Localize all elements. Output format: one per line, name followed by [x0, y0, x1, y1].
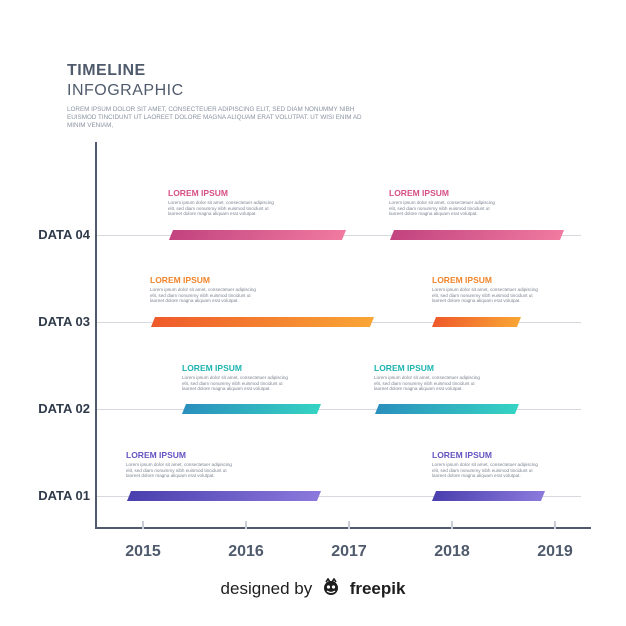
tick-2019: [554, 521, 556, 529]
freepik-logo-icon: [321, 577, 341, 601]
bar-data01-b: [431, 491, 546, 501]
bar-data02-b: [374, 404, 520, 414]
row-line-data02: [97, 409, 581, 410]
tick-2018: [451, 521, 453, 529]
card-text: Lorem ipsum dolor sit amet, consectetuer…: [168, 200, 274, 217]
card-text: Lorem ipsum dolor sit amet, consectetuer…: [389, 200, 495, 217]
bar-data02-a: [181, 404, 322, 414]
bar-data01-a: [126, 491, 322, 501]
card-text: Lorem ipsum dolor sit amet, consectetuer…: [126, 462, 232, 479]
credit-brand: freepik: [349, 578, 406, 598]
tick-2017: [348, 521, 350, 529]
card-title: LOREM IPSUM: [389, 188, 449, 198]
credit-prefix: designed by: [220, 578, 313, 598]
bar-data04-b: [389, 230, 565, 240]
x-axis: [95, 527, 591, 529]
year-2016: 2016: [228, 543, 264, 560]
card-title: LOREM IPSUM: [168, 188, 228, 198]
row-label-data03: DATA 03: [38, 314, 90, 329]
card-title: LOREM IPSUM: [150, 275, 210, 285]
bar-data03-b: [431, 317, 522, 327]
card-text: Lorem ipsum dolor sit amet, consectetuer…: [432, 462, 538, 479]
card-title: LOREM IPSUM: [432, 275, 492, 285]
row-label-data04: DATA 04: [38, 227, 90, 242]
credit: designed by freepik: [0, 577, 626, 601]
row-line-data01: [97, 496, 581, 497]
row-label-data02: DATA 02: [38, 401, 90, 416]
year-2015: 2015: [125, 543, 161, 560]
subtitle: INFOGRAPHIC: [67, 82, 184, 99]
year-2018: 2018: [434, 543, 470, 560]
card-text: Lorem ipsum dolor sit amet, consectetuer…: [150, 287, 256, 304]
card-text: Lorem ipsum dolor sit amet, consectetuer…: [432, 287, 538, 304]
card-text: Lorem ipsum dolor sit amet, consectetuer…: [182, 375, 288, 392]
card-text: Lorem ipsum dolor sit amet, consectetuer…: [374, 375, 480, 392]
intro-text: LOREM IPSUM DOLOR SIT AMET, CONSECTEUER …: [67, 106, 362, 129]
bar-data03-a: [150, 317, 375, 327]
row-label-data01: DATA 01: [38, 488, 90, 503]
y-axis: [95, 142, 97, 529]
year-2017: 2017: [331, 543, 367, 560]
card-title: LOREM IPSUM: [374, 363, 434, 373]
card-title: LOREM IPSUM: [126, 450, 186, 460]
card-title: LOREM IPSUM: [182, 363, 242, 373]
year-2019: 2019: [537, 543, 573, 560]
tick-2015: [142, 521, 144, 529]
title: TIMELINE: [67, 62, 146, 79]
card-title: LOREM IPSUM: [432, 450, 492, 460]
tick-2016: [245, 521, 247, 529]
bar-data04-a: [168, 230, 347, 240]
